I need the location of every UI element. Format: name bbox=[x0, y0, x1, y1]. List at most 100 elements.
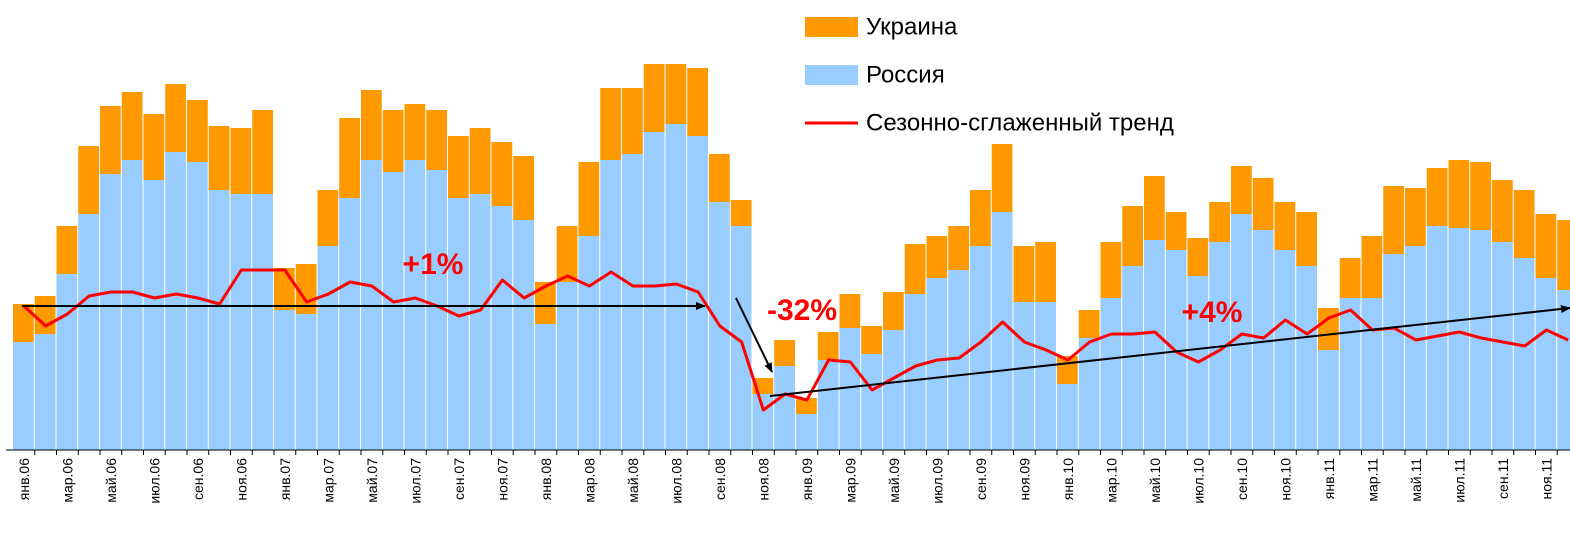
bar bbox=[1492, 242, 1513, 450]
bar bbox=[1057, 384, 1078, 450]
bar bbox=[926, 278, 948, 450]
x-tick-label: мар.07 bbox=[320, 458, 336, 503]
bar bbox=[426, 170, 447, 450]
bar bbox=[600, 88, 621, 160]
bar bbox=[208, 190, 230, 450]
bar bbox=[1361, 236, 1383, 298]
bar bbox=[1209, 202, 1230, 242]
bar bbox=[1492, 180, 1513, 242]
bar bbox=[535, 324, 556, 450]
x-tick-label: ноя.10 bbox=[1277, 458, 1293, 501]
bar bbox=[208, 126, 230, 190]
bar bbox=[491, 142, 513, 206]
bar bbox=[796, 414, 817, 450]
bar bbox=[622, 88, 643, 154]
bar bbox=[100, 174, 121, 450]
x-tick-label: янв.11 bbox=[1321, 458, 1337, 499]
bar bbox=[948, 270, 969, 450]
bar bbox=[839, 294, 861, 328]
bar bbox=[817, 360, 839, 450]
x-tick-label: мар.06 bbox=[59, 458, 75, 503]
bar bbox=[1513, 258, 1535, 450]
bar bbox=[1035, 242, 1056, 302]
bar bbox=[1274, 202, 1296, 250]
bar bbox=[1100, 298, 1122, 450]
bar bbox=[1470, 230, 1491, 450]
bar bbox=[252, 194, 273, 450]
bar bbox=[1405, 188, 1426, 246]
legend-label: Украина bbox=[866, 13, 958, 40]
x-tick-label: мар.11 bbox=[1364, 458, 1380, 502]
bar bbox=[1274, 250, 1296, 450]
bar bbox=[730, 226, 752, 450]
bar bbox=[1035, 302, 1056, 450]
bar bbox=[1144, 240, 1165, 450]
bar bbox=[469, 128, 491, 194]
bar bbox=[56, 274, 78, 450]
x-tick-label: сен.07 bbox=[451, 458, 467, 500]
x-tick-label: янв.07 bbox=[277, 458, 293, 500]
legend-swatch bbox=[805, 65, 858, 85]
x-tick-label: июл.07 bbox=[407, 458, 423, 504]
bar bbox=[339, 118, 360, 198]
bar bbox=[513, 220, 534, 450]
bar bbox=[13, 342, 34, 450]
x-tick-label: янв.10 bbox=[1060, 458, 1076, 500]
bar bbox=[861, 326, 882, 354]
bar bbox=[274, 268, 295, 310]
bar bbox=[34, 296, 56, 334]
bar bbox=[1100, 242, 1122, 298]
bar bbox=[1470, 162, 1491, 230]
bar bbox=[1165, 212, 1187, 250]
bar bbox=[622, 154, 643, 450]
x-tick-label: янв.09 bbox=[799, 458, 815, 500]
bar bbox=[13, 304, 34, 342]
bar bbox=[295, 314, 317, 450]
x-tick-label: май.11 bbox=[1408, 458, 1424, 502]
bar bbox=[687, 68, 708, 136]
legend-label: Россия bbox=[866, 61, 945, 88]
bar bbox=[252, 110, 273, 194]
bar bbox=[556, 226, 578, 282]
x-tick-label: мар.10 bbox=[1103, 458, 1119, 503]
bar bbox=[165, 152, 186, 450]
bar bbox=[513, 156, 534, 220]
bar bbox=[970, 246, 991, 450]
x-tick-label: сен.08 bbox=[712, 458, 728, 500]
x-tick-label: июл.06 bbox=[146, 458, 162, 504]
bar bbox=[883, 330, 904, 450]
bar bbox=[1231, 214, 1252, 450]
bar bbox=[904, 294, 926, 450]
bar bbox=[1535, 214, 1557, 278]
bar bbox=[578, 236, 600, 450]
bar bbox=[1513, 190, 1535, 258]
bar bbox=[1426, 168, 1448, 226]
bar bbox=[1448, 228, 1470, 450]
x-tick-label: сен.06 bbox=[190, 458, 206, 500]
x-tick-label: май.06 bbox=[103, 458, 119, 503]
bar bbox=[1252, 230, 1274, 450]
bar bbox=[491, 206, 513, 450]
bar bbox=[665, 64, 687, 124]
bar bbox=[861, 354, 882, 450]
bar bbox=[1231, 166, 1252, 214]
x-tick-label: сен.11 bbox=[1495, 458, 1511, 499]
bar bbox=[121, 92, 143, 160]
bar bbox=[1339, 258, 1361, 298]
bar bbox=[143, 180, 165, 450]
x-tick-label: ноя.07 bbox=[494, 458, 510, 501]
bar bbox=[1361, 298, 1383, 450]
bar bbox=[469, 194, 491, 450]
x-tick-label: сен.09 bbox=[973, 458, 989, 500]
x-tick-label: ноя.11 bbox=[1538, 458, 1554, 500]
bar bbox=[1252, 178, 1274, 230]
bar bbox=[1296, 212, 1317, 266]
arrows bbox=[22, 297, 1570, 397]
bar bbox=[361, 90, 382, 160]
bars bbox=[13, 64, 1570, 450]
bar bbox=[1296, 266, 1317, 450]
bar bbox=[1426, 226, 1448, 450]
bar bbox=[34, 334, 56, 450]
bar bbox=[1383, 254, 1404, 450]
